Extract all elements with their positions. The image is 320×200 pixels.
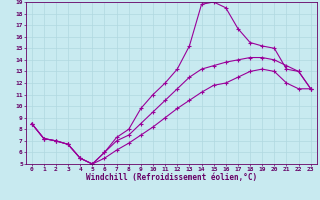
X-axis label: Windchill (Refroidissement éolien,°C): Windchill (Refroidissement éolien,°C)	[86, 173, 257, 182]
